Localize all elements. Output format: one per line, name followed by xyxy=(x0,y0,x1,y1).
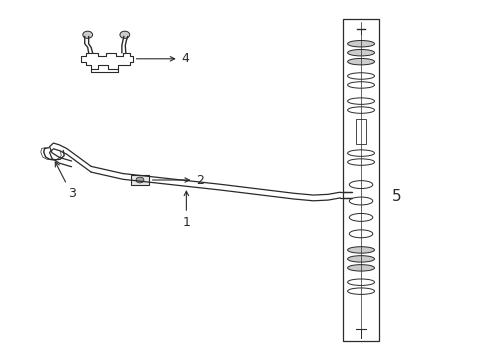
Text: 3: 3 xyxy=(55,162,75,200)
Bar xyxy=(343,19,379,341)
Text: 1: 1 xyxy=(182,191,190,229)
Text: 5: 5 xyxy=(392,189,401,204)
Circle shape xyxy=(136,177,144,183)
Ellipse shape xyxy=(347,49,374,56)
Bar xyxy=(131,175,149,185)
Ellipse shape xyxy=(347,256,374,262)
Ellipse shape xyxy=(347,247,374,253)
Bar xyxy=(356,119,367,144)
Circle shape xyxy=(120,31,130,39)
Circle shape xyxy=(83,31,93,39)
Ellipse shape xyxy=(347,58,374,65)
Text: 2: 2 xyxy=(152,174,204,186)
Text: 4: 4 xyxy=(136,52,189,65)
Ellipse shape xyxy=(347,265,374,271)
Ellipse shape xyxy=(347,41,374,47)
